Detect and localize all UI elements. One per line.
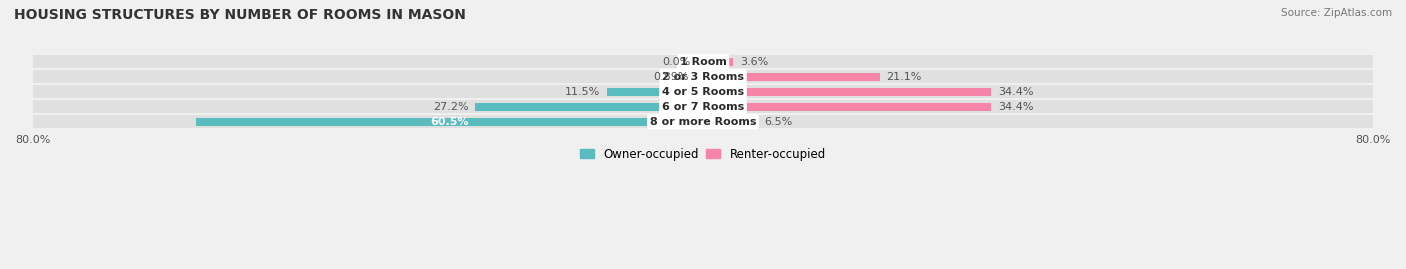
Text: 21.1%: 21.1% [887,72,922,82]
Bar [32,85,1374,98]
Text: 0.89%: 0.89% [654,72,689,82]
Text: 34.4%: 34.4% [998,102,1033,112]
Bar [606,87,703,96]
Bar [703,87,991,96]
Text: 4 or 5 Rooms: 4 or 5 Rooms [662,87,744,97]
Text: Source: ZipAtlas.com: Source: ZipAtlas.com [1281,8,1392,18]
Text: 6 or 7 Rooms: 6 or 7 Rooms [662,102,744,112]
Bar [703,102,991,111]
Bar [475,102,703,111]
Text: 1 Room: 1 Room [679,57,727,67]
Bar [32,70,1374,83]
Bar [703,118,758,126]
Bar [32,115,1374,128]
Text: 11.5%: 11.5% [565,87,600,97]
Text: 3.6%: 3.6% [740,57,768,67]
Legend: Owner-occupied, Renter-occupied: Owner-occupied, Renter-occupied [575,143,831,165]
Text: 6.5%: 6.5% [765,117,793,127]
Text: 2 or 3 Rooms: 2 or 3 Rooms [662,72,744,82]
Bar [32,100,1374,113]
Text: HOUSING STRUCTURES BY NUMBER OF ROOMS IN MASON: HOUSING STRUCTURES BY NUMBER OF ROOMS IN… [14,8,465,22]
Text: 60.5%: 60.5% [430,117,468,127]
Text: 34.4%: 34.4% [998,87,1033,97]
Bar [195,118,703,126]
Bar [696,73,703,81]
Text: 8 or more Rooms: 8 or more Rooms [650,117,756,127]
Text: 0.0%: 0.0% [662,57,690,67]
Bar [703,58,733,66]
Bar [703,73,880,81]
Text: 27.2%: 27.2% [433,102,468,112]
Bar [32,55,1374,68]
